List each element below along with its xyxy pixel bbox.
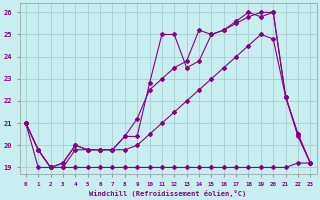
X-axis label: Windchill (Refroidissement éolien,°C): Windchill (Refroidissement éolien,°C)	[90, 190, 247, 197]
